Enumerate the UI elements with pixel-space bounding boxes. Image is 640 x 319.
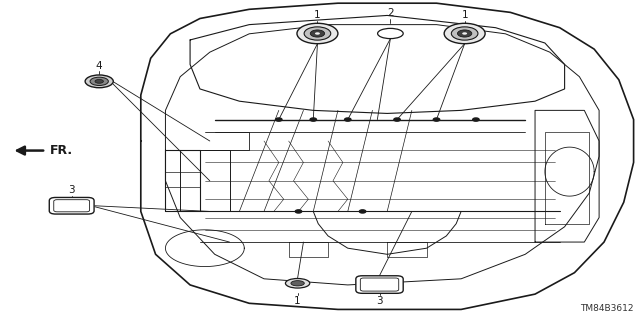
Text: 4: 4 [96, 61, 102, 71]
Text: 3: 3 [68, 185, 75, 195]
Circle shape [276, 118, 282, 121]
Circle shape [473, 118, 479, 121]
Circle shape [315, 32, 320, 35]
Circle shape [458, 30, 472, 37]
FancyBboxPatch shape [360, 278, 399, 291]
Circle shape [394, 118, 400, 121]
FancyBboxPatch shape [54, 200, 90, 212]
Circle shape [310, 30, 324, 37]
Ellipse shape [285, 278, 310, 288]
Ellipse shape [85, 75, 113, 88]
Circle shape [297, 23, 338, 44]
Ellipse shape [90, 77, 108, 85]
Circle shape [360, 210, 366, 213]
Text: 2: 2 [387, 8, 394, 18]
Ellipse shape [291, 281, 304, 286]
Circle shape [344, 118, 351, 121]
Circle shape [304, 27, 331, 40]
Text: 1: 1 [461, 10, 468, 20]
Circle shape [462, 32, 467, 35]
Text: 1: 1 [294, 296, 301, 306]
Circle shape [444, 23, 485, 44]
Ellipse shape [95, 79, 104, 83]
Circle shape [451, 27, 478, 40]
Text: 1: 1 [314, 10, 321, 20]
Text: FR.: FR. [50, 144, 73, 157]
Text: TM84B3612: TM84B3612 [580, 304, 634, 313]
Circle shape [433, 118, 440, 121]
Ellipse shape [378, 28, 403, 39]
FancyBboxPatch shape [356, 276, 403, 293]
Circle shape [310, 118, 316, 121]
Text: 3: 3 [376, 296, 383, 306]
Circle shape [295, 210, 301, 213]
FancyBboxPatch shape [49, 197, 94, 214]
